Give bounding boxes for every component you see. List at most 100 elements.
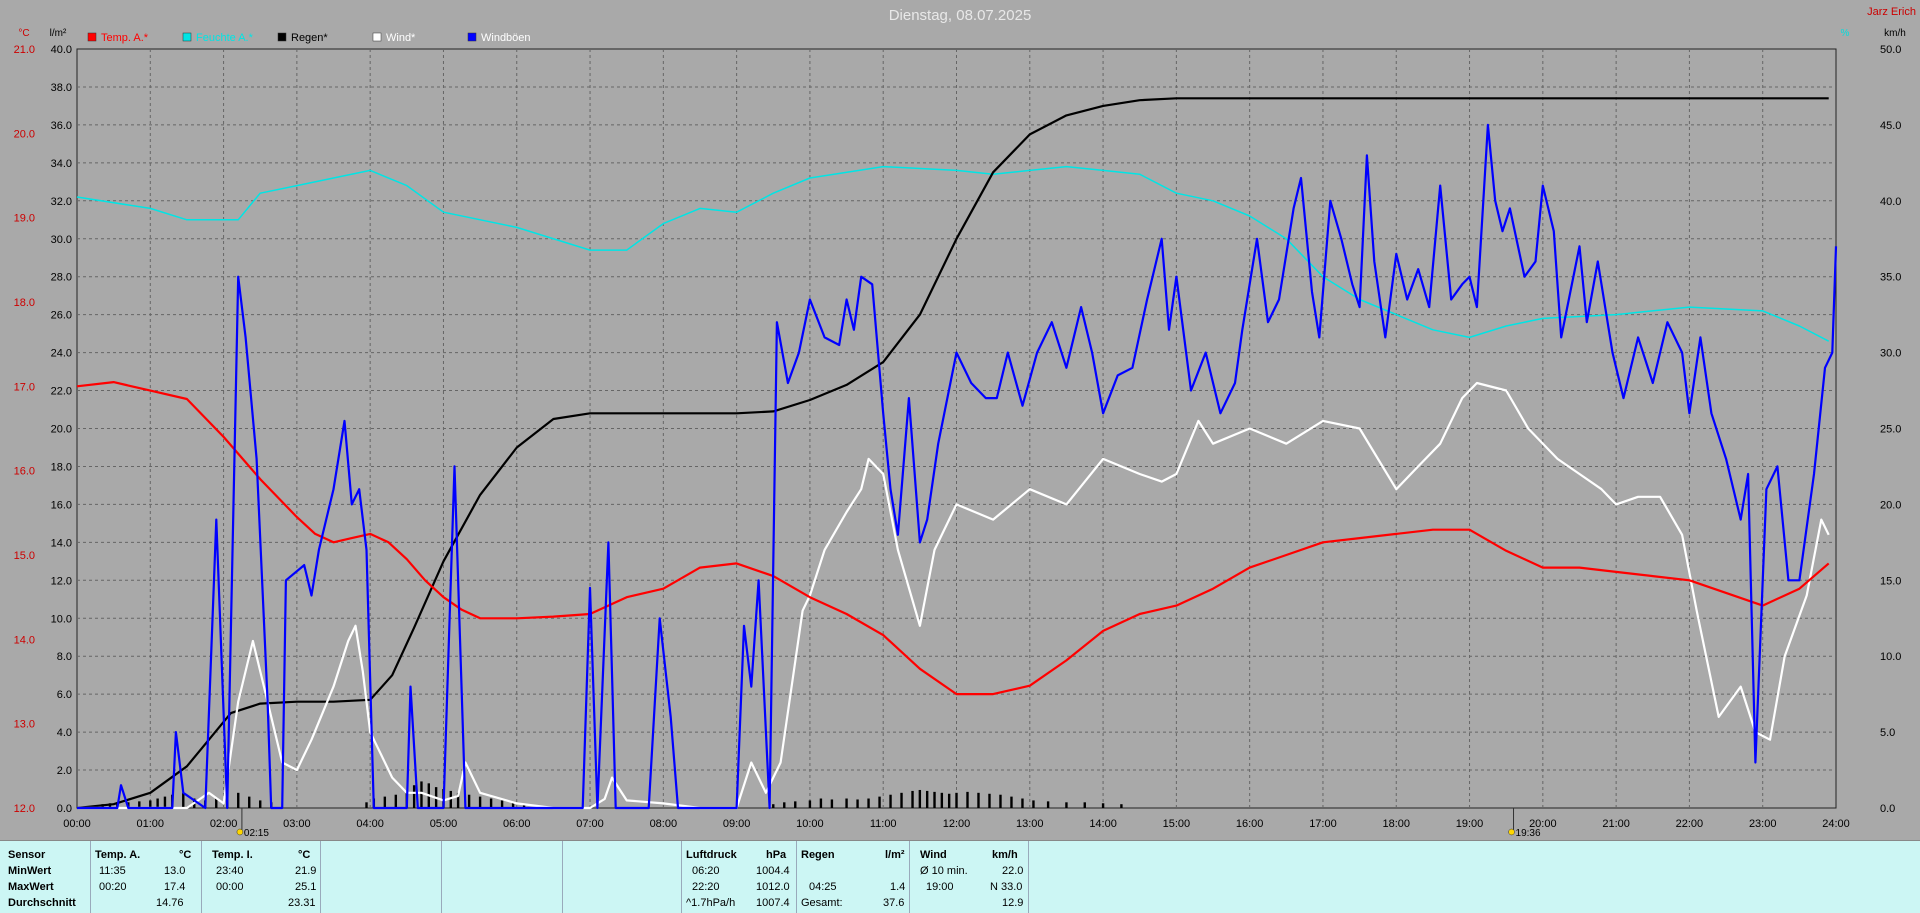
- rain-bars: [101, 781, 1123, 808]
- header-sensor: Sensor: [8, 849, 46, 861]
- pressure-min: 1004.4: [756, 865, 790, 877]
- rain-tick-label: 12.0: [51, 575, 72, 587]
- temp-i-max-time: 00:00: [216, 881, 244, 893]
- rain-tick-label: 20.0: [51, 424, 72, 436]
- temp-tick-label: 17.0: [14, 381, 35, 393]
- time-tick-label: 18:00: [1382, 818, 1410, 830]
- rain-bar: [215, 798, 218, 808]
- rain-bar: [977, 792, 980, 808]
- rain-bar: [783, 802, 786, 808]
- wind-tick-label: 35.0: [1880, 272, 1901, 284]
- time-tick-label: 13:00: [1016, 818, 1044, 830]
- temp-i-max: 25.1: [295, 881, 317, 893]
- time-tick-label: 05:00: [430, 818, 458, 830]
- rain-bar: [420, 781, 423, 808]
- legend-swatch-gusts: [467, 32, 477, 42]
- rain-bar: [819, 798, 823, 808]
- time-tick-label: 23:00: [1749, 818, 1777, 830]
- wind-tick-label: 50.0: [1880, 44, 1901, 56]
- wind-tick-label: 0.0: [1880, 803, 1895, 815]
- rain-bar: [911, 790, 914, 808]
- rain-bar: [808, 800, 812, 808]
- header-pressure-unit: hPa: [766, 849, 787, 861]
- legend-swatch-wind: [372, 32, 382, 42]
- rain-bar: [383, 796, 387, 808]
- rain-tick-label: 8.0: [57, 651, 72, 663]
- legend-swatch-rain: [277, 32, 287, 42]
- temp-tick-label: 21.0: [14, 44, 35, 56]
- header-temp-i: Temp. I.: [212, 849, 253, 861]
- rain-bar: [182, 792, 185, 808]
- temp-line: [76, 381, 1830, 696]
- stats-panel: Sensor MinWert MaxWert Durchschnitt Temp…: [0, 840, 1920, 913]
- time-tick-label: 09:00: [723, 818, 751, 830]
- pressure-max-time: 22:20: [692, 881, 720, 893]
- chart-title: Dienstag, 08.07.2025: [889, 7, 1032, 24]
- header-temp-i-unit: °C: [298, 849, 311, 861]
- rain-tick-label: 22.0: [51, 386, 72, 398]
- rain-bar: [456, 792, 460, 808]
- wind-tick-label: 30.0: [1880, 348, 1901, 360]
- wind-tick-label: 10.0: [1880, 651, 1901, 663]
- rain-tick-label: 2.0: [57, 765, 72, 777]
- legend-label-gusts: Windböen: [481, 32, 531, 44]
- header-rain-unit: l/m²: [885, 849, 905, 861]
- rain-tick-label: 30.0: [51, 234, 72, 246]
- temp-i-min-time: 23:40: [216, 865, 244, 877]
- rain-bar: [794, 801, 797, 808]
- row-label-max: MaxWert: [8, 881, 54, 893]
- wind-avg10-label: Ø 10 min.: [920, 865, 968, 877]
- rain-bar: [856, 799, 859, 808]
- wind-axis-unit: km/h: [1884, 28, 1906, 39]
- stats-empty-3: [563, 841, 682, 913]
- rain-bar: [1120, 804, 1123, 808]
- rain-tick-label: 16.0: [51, 499, 72, 511]
- time-tick-label: 22:00: [1676, 818, 1704, 830]
- rain-bar: [878, 796, 881, 808]
- row-label-avg: Durchschnitt: [8, 897, 76, 909]
- rain-bar: [394, 794, 398, 808]
- rain-bar: [156, 798, 159, 808]
- rain-bar: [845, 798, 848, 808]
- rain-bar: [259, 800, 262, 808]
- legend: Temp. A.* Feuchte A.* Regen* Wind* Windb…: [87, 32, 531, 44]
- time-tick-label: 06:00: [503, 818, 531, 830]
- time-tick-label: 04:00: [356, 818, 384, 830]
- rain-bar: [955, 792, 958, 808]
- rain-bar: [138, 801, 141, 808]
- wind-line: [77, 381, 1830, 810]
- time-markers: 02:15 19:36: [236, 808, 1541, 839]
- rain-bar: [999, 794, 1002, 808]
- legend-label-rain: Regen*: [291, 32, 328, 44]
- rain-bar: [900, 792, 903, 808]
- marker-label: 02:15: [244, 828, 269, 839]
- rain-tick-label: 0.0: [57, 803, 72, 815]
- rain-bar: [412, 785, 416, 808]
- station-name: Jarz Erich: [1867, 6, 1916, 18]
- temp-a-min-time: 11:35: [99, 865, 126, 877]
- rain-tick-label: 24.0: [51, 348, 72, 360]
- stats-temp-indoor: Temp. I. °C 23:40 21.9 00:00 25.1 23.31: [202, 841, 321, 913]
- temp-tick-label: 13.0: [14, 719, 35, 731]
- stats-labels: Sensor MinWert MaxWert Durchschnitt: [0, 841, 91, 913]
- legend-label-wind: Wind*: [386, 32, 416, 44]
- rain-bar: [365, 802, 368, 808]
- rain-tick-label: 6.0: [57, 689, 72, 701]
- legend-label-humidity: Feuchte A.*: [196, 32, 254, 44]
- legend-swatch-humidity: [182, 32, 192, 42]
- sun-icon: [236, 828, 244, 836]
- rain-bar: [1032, 800, 1035, 808]
- rain-bar: [940, 792, 944, 808]
- rain-axis-unit: l/m²: [50, 28, 67, 39]
- rain-bar: [1021, 798, 1024, 808]
- wind-tick-label: 20.0: [1880, 499, 1901, 511]
- pressure-avg: 1007.4: [756, 897, 790, 909]
- stats-temp-outdoor: Temp. A. °C 11:35 13.0 00:20 17.4 14.76: [91, 841, 202, 913]
- rain-bar: [449, 790, 452, 808]
- wind-avg10: 22.0: [1002, 865, 1024, 877]
- temp-i-min: 21.9: [295, 865, 317, 877]
- rain-tick-label: 32.0: [51, 196, 72, 208]
- stats-pressure: Luftdruck hPa 06:20 1004.4 22:20 1012.0 …: [682, 841, 797, 913]
- legend-label-temp: Temp. A.*: [101, 32, 149, 44]
- time-tick-label: 10:00: [796, 818, 824, 830]
